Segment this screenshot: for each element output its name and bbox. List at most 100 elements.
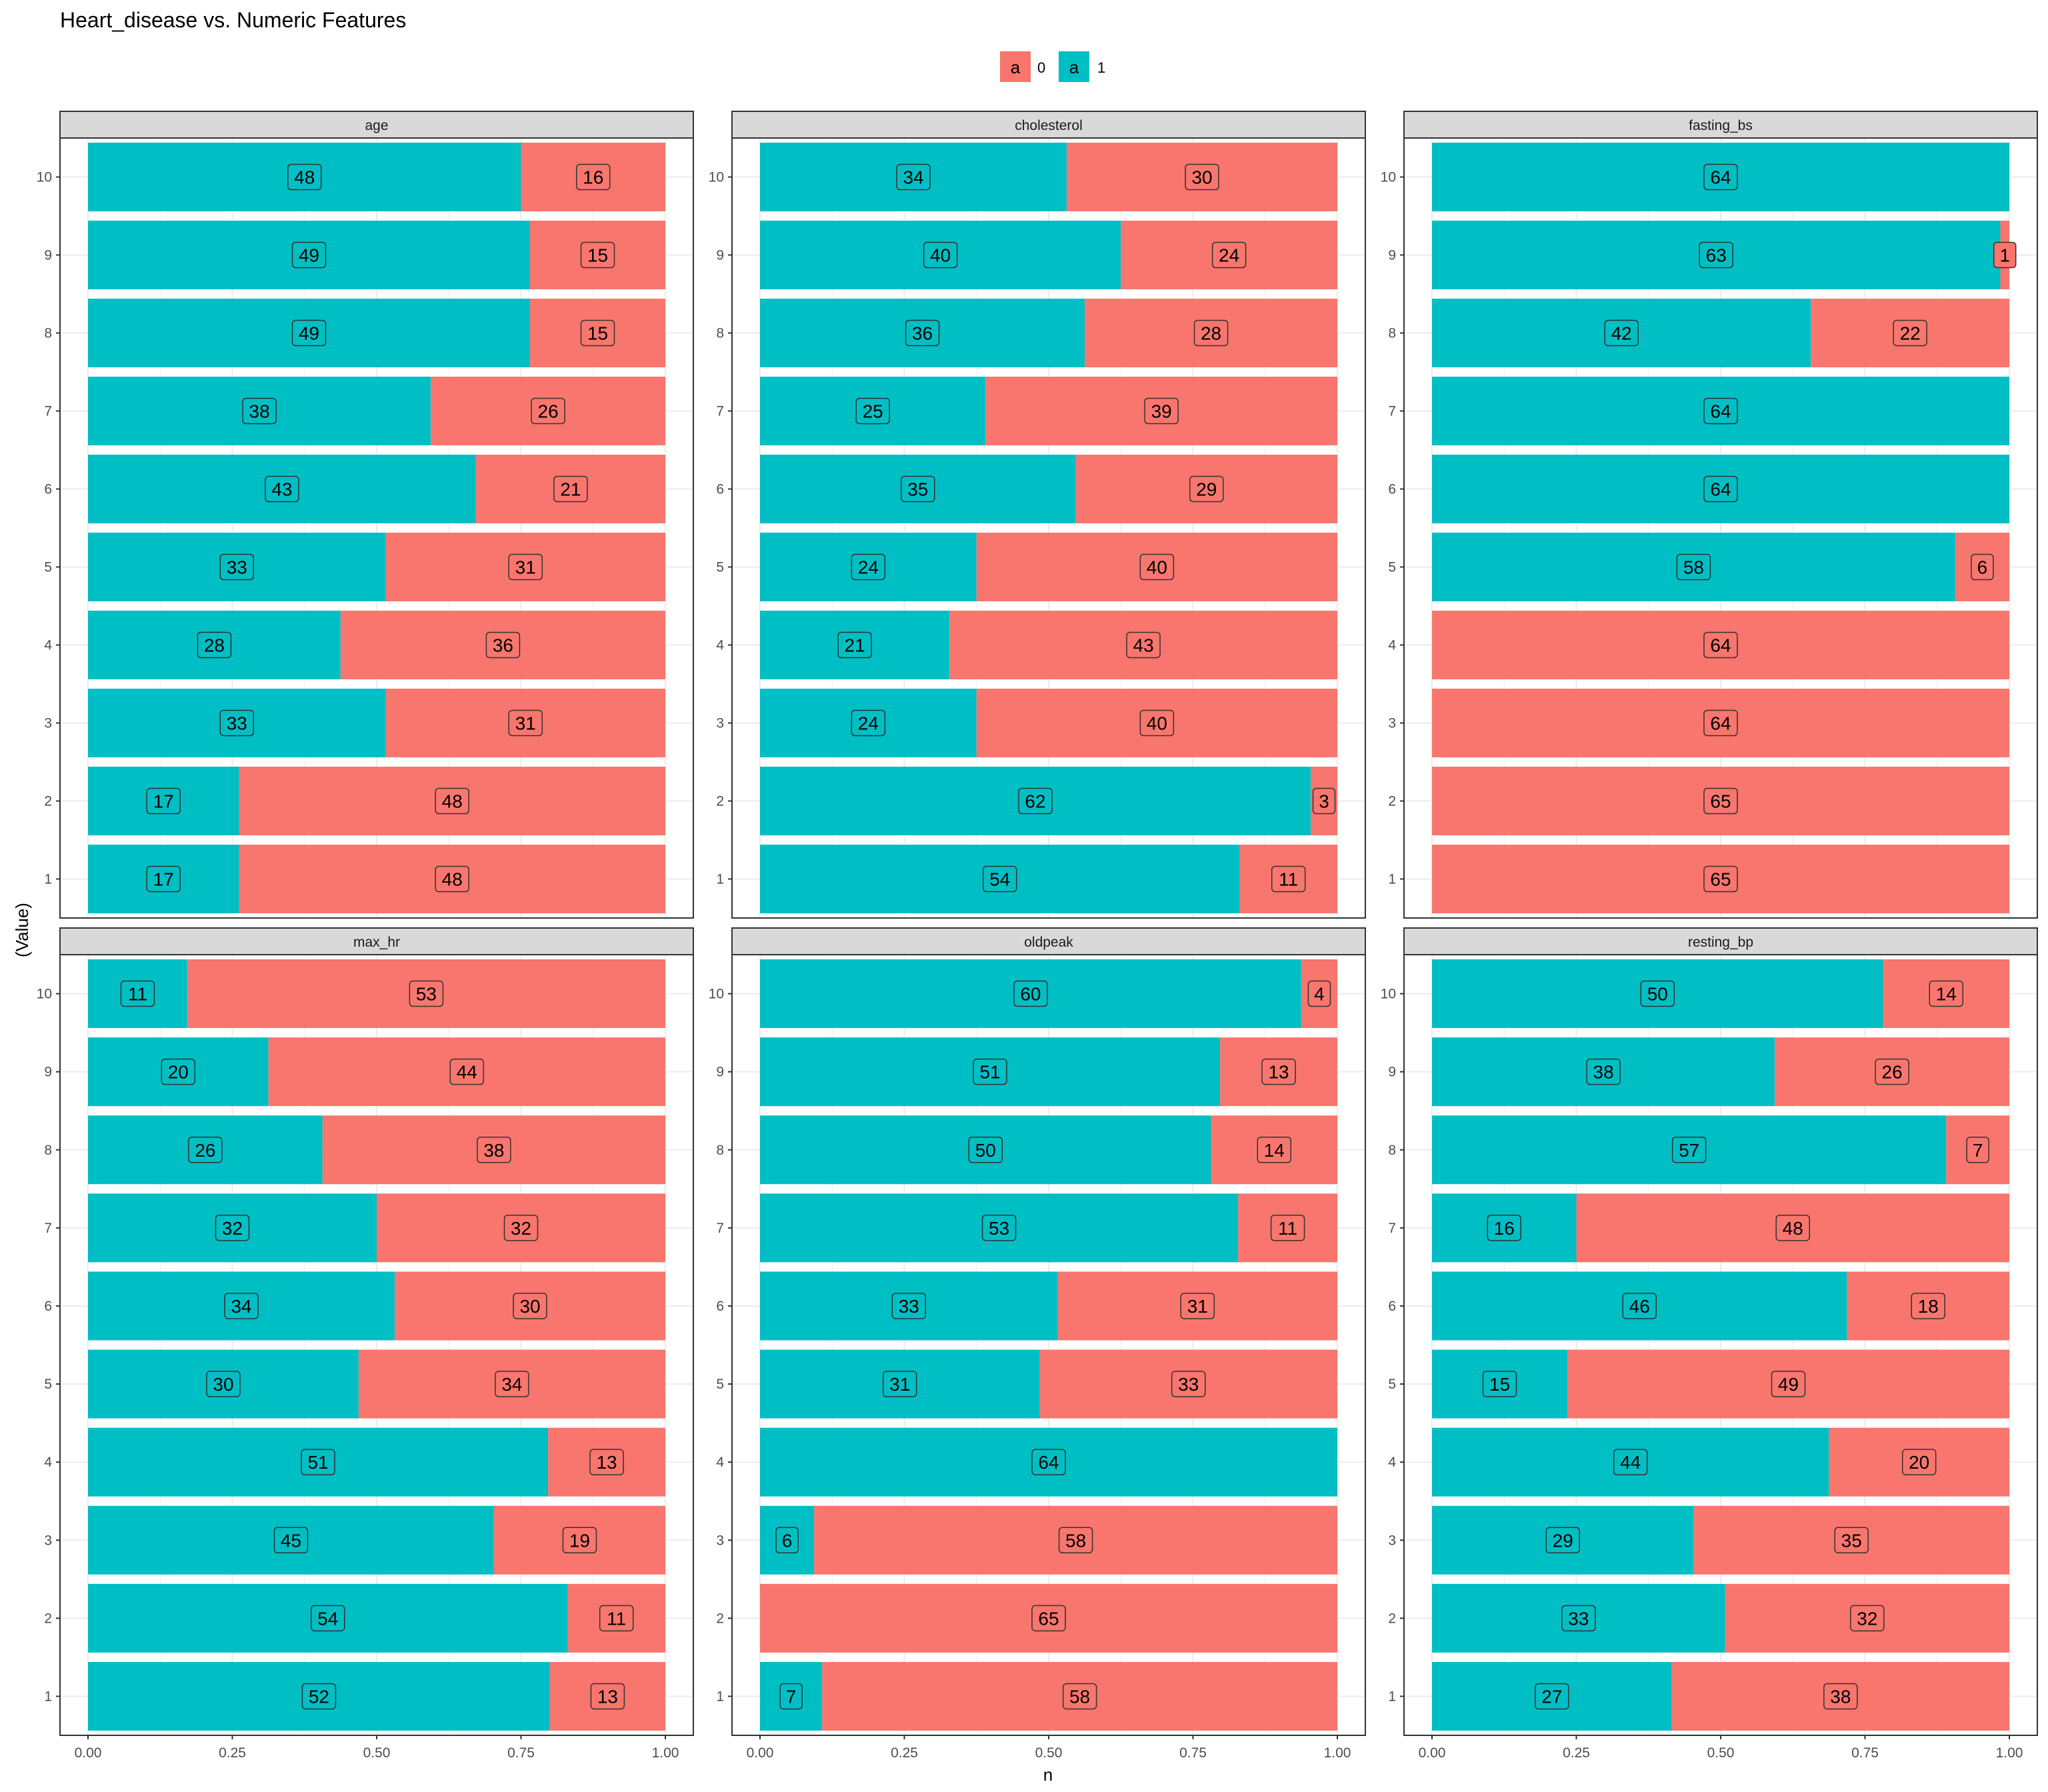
data-label-1: 43 (271, 479, 292, 500)
y-tick-label: 9 (1388, 248, 1396, 263)
data-label-1: 35 (907, 479, 928, 500)
data-label-0: 40 (1147, 713, 1167, 734)
x-tick-label: 0.00 (747, 1745, 774, 1761)
data-label-1: 33 (227, 713, 247, 734)
y-tick-label: 10 (709, 170, 724, 185)
data-label-box (923, 241, 958, 269)
data-label-box (1703, 475, 1738, 503)
y-tick-label: 6 (1388, 482, 1396, 497)
data-label-0: 30 (1191, 167, 1212, 188)
data-label-box (599, 1605, 634, 1632)
data-label-box (291, 319, 327, 347)
data-label-0: 34 (501, 1374, 522, 1395)
y-tick-label: 2 (716, 1611, 724, 1626)
data-label-box (1312, 787, 1336, 815)
data-label-box (265, 475, 299, 503)
x-tick-label: 1.00 (1996, 1745, 2023, 1761)
legend-key-1 (1059, 51, 1089, 82)
data-label-0: 64 (1710, 635, 1731, 656)
data-label-box (1013, 980, 1048, 1007)
y-tick-label: 6 (44, 1299, 52, 1314)
y-tick-label: 3 (716, 1533, 724, 1548)
data-label-0: 32 (511, 1218, 531, 1239)
facet-strip (59, 111, 694, 139)
data-label-0: 7 (1973, 1140, 1983, 1161)
data-label-box (206, 1371, 241, 1397)
data-label-box (580, 241, 615, 269)
y-tick-label: 5 (716, 1377, 724, 1392)
data-label-box (242, 397, 277, 425)
y-tick-label: 8 (1388, 326, 1396, 341)
facet-strip-label: resting_bp (1688, 935, 1753, 950)
y-tick-label: 1 (1388, 1689, 1396, 1704)
y-tick-label: 10 (1381, 987, 1396, 1002)
x-tick-label: 0.50 (1707, 1745, 1735, 1761)
data-label-1: 64 (1710, 167, 1731, 188)
data-label-box (161, 1058, 196, 1085)
data-label-box (896, 163, 931, 191)
data-label-box (1211, 241, 1247, 269)
data-label-box (901, 475, 935, 503)
data-label-0: 31 (515, 557, 536, 578)
data-label-box (1545, 1527, 1580, 1553)
data-label-box (1966, 1137, 1989, 1163)
data-label-0: 29 (1196, 479, 1217, 500)
data-label-box (837, 631, 872, 659)
data-label-0: 21 (560, 479, 581, 500)
data-label-0: 32 (1857, 1608, 1877, 1629)
data-label-box (188, 1137, 223, 1163)
data-label-box (973, 1058, 1007, 1085)
facet-strip (1403, 111, 2038, 139)
x-tick-label: 0.50 (1035, 1745, 1063, 1761)
y-tick-label: 3 (44, 1533, 52, 1548)
data-label-1: 52 (309, 1686, 329, 1707)
y-tick-label: 8 (44, 1143, 52, 1158)
data-label-0: 1 (1999, 245, 2010, 266)
data-label-box (576, 163, 611, 191)
data-label-box (1189, 475, 1224, 503)
facet-panel-fasting_bs: fasting_bs 65 65 64 64 58 6 64 64 42 22 63 1 64 1 2 3 4 5 6… (1381, 111, 2038, 919)
y-tick-label: 8 (716, 1143, 724, 1158)
data-label-box (197, 631, 232, 659)
data-label-1: 62 (1025, 791, 1045, 812)
y-tick-label: 4 (1388, 1455, 1396, 1470)
data-label-box (219, 553, 255, 581)
data-label-1: 64 (1710, 479, 1731, 500)
y-tick-label: 9 (716, 248, 724, 263)
x-tick-label: 0.25 (891, 1745, 918, 1761)
data-label-box (1834, 1527, 1869, 1553)
data-label-box (449, 1058, 485, 1085)
data-label-1: 30 (213, 1374, 233, 1395)
data-label-box (580, 319, 615, 347)
data-label-1: 54 (317, 1608, 338, 1629)
data-label-box (1703, 163, 1738, 191)
y-tick-label: 1 (44, 1689, 52, 1704)
data-label-box (301, 1683, 337, 1710)
data-label-0: 26 (1882, 1062, 1903, 1083)
legend-key-glyph: a (1011, 57, 1021, 77)
data-label-1: 48 (294, 167, 315, 188)
data-label-1: 21 (845, 635, 865, 656)
facet-strip-label: oldpeak (1024, 935, 1073, 950)
data-label-box (1699, 241, 1733, 269)
data-label-box (1640, 980, 1675, 1007)
data-label-box (1671, 1137, 1707, 1163)
data-label-0: 65 (1710, 869, 1731, 890)
data-label-1: 24 (858, 557, 879, 578)
data-label-1: 57 (1679, 1140, 1699, 1161)
y-tick-label: 6 (1388, 1299, 1396, 1314)
data-label-box (1929, 980, 1964, 1007)
y-tick-label: 5 (1388, 560, 1396, 575)
legend-label-0: 0 (1037, 59, 1045, 76)
data-label-1: 60 (1020, 984, 1041, 1005)
data-label-box (1613, 1449, 1648, 1475)
data-label-1: 34 (903, 167, 923, 188)
data-label-0: 38 (483, 1140, 504, 1161)
data-label-box (1185, 163, 1219, 191)
x-tick-label: 0.75 (1851, 1745, 1879, 1761)
y-tick-label: 5 (1388, 1377, 1396, 1392)
data-label-0: 26 (538, 401, 559, 422)
data-label-1: 15 (1489, 1374, 1510, 1395)
